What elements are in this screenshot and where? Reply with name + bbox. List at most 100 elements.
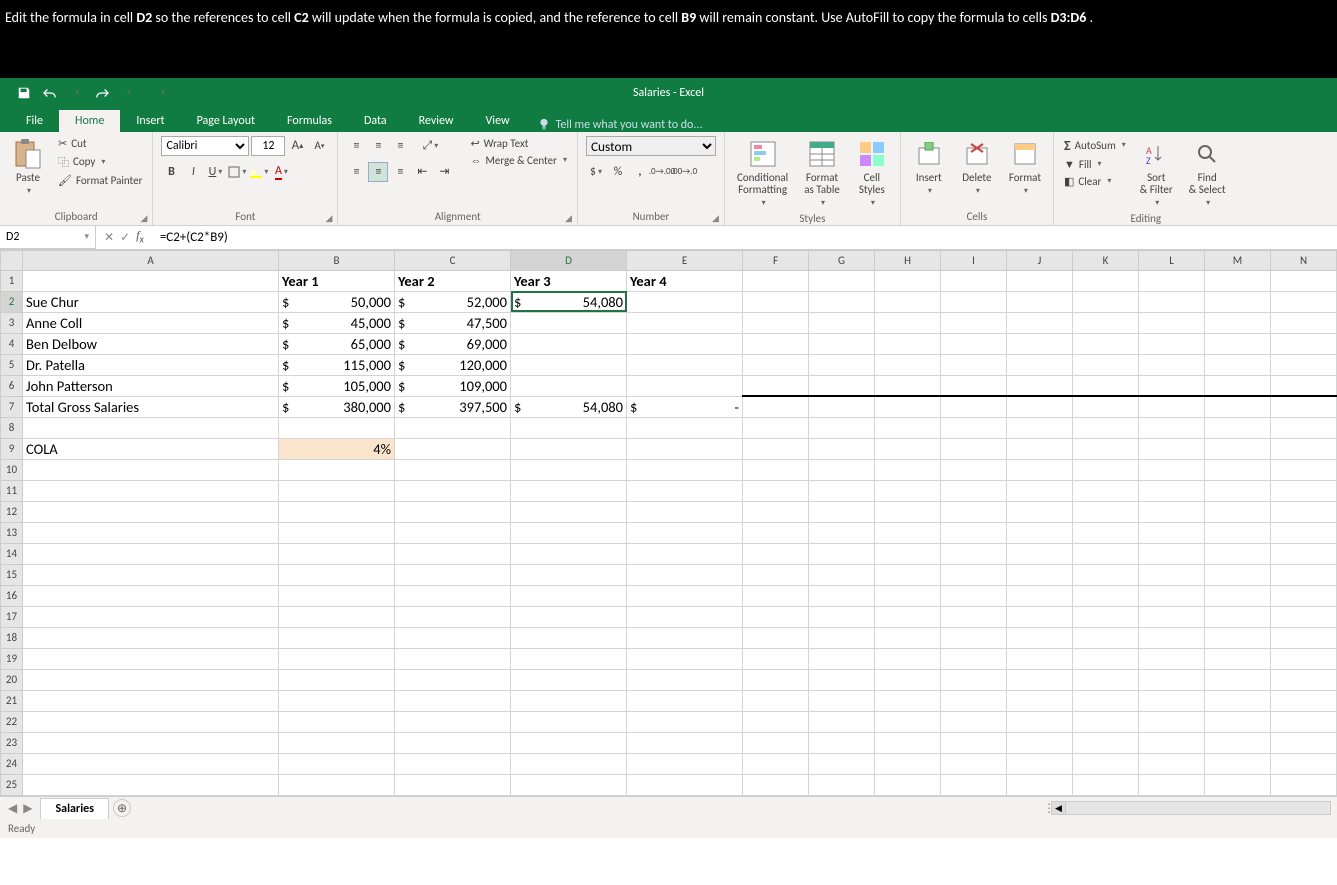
cell-F4[interactable] [743, 333, 809, 354]
cell-N9[interactable] [1271, 438, 1337, 459]
cell-L22[interactable] [1139, 711, 1205, 732]
cell-E7[interactable]: - [627, 396, 743, 417]
cell-E11[interactable] [627, 480, 743, 501]
cell-C21[interactable] [395, 690, 511, 711]
cell-I17[interactable] [941, 606, 1007, 627]
cell-H6[interactable] [875, 375, 941, 396]
cell-M24[interactable] [1205, 753, 1271, 774]
clear-button[interactable]: ◧Clear [1062, 174, 1128, 189]
cell-K19[interactable] [1073, 648, 1139, 669]
cell-D23[interactable] [511, 732, 627, 753]
cell-G13[interactable] [809, 522, 875, 543]
row-header-12[interactable]: 12 [1, 501, 23, 522]
cell-L21[interactable] [1139, 690, 1205, 711]
cell-M12[interactable] [1205, 501, 1271, 522]
cell-M6[interactable] [1205, 375, 1271, 396]
align-bottom-button[interactable]: ≡ [390, 136, 410, 156]
fill-color-button[interactable] [249, 162, 269, 182]
cell-F2[interactable] [743, 291, 809, 312]
cell-A17[interactable] [23, 606, 279, 627]
cell-K24[interactable] [1073, 753, 1139, 774]
row-header-20[interactable]: 20 [1, 669, 23, 690]
cell-A5[interactable]: Dr. Patella [23, 354, 279, 375]
cell-J22[interactable] [1007, 711, 1073, 732]
cell-K11[interactable] [1073, 480, 1139, 501]
cell-J20[interactable] [1007, 669, 1073, 690]
cell-H5[interactable] [875, 354, 941, 375]
cell-F14[interactable] [743, 543, 809, 564]
redo-dropdown[interactable] [118, 83, 138, 103]
tab-formulas[interactable]: Formulas [271, 110, 348, 132]
number-launcher[interactable]: ◢ [712, 213, 722, 223]
cell-A13[interactable] [23, 522, 279, 543]
col-header-B[interactable]: B [279, 250, 395, 270]
cell-L3[interactable] [1139, 312, 1205, 333]
cell-I6[interactable] [941, 375, 1007, 396]
col-header-J[interactable]: J [1007, 250, 1073, 270]
cell-M1[interactable] [1205, 270, 1271, 291]
cell-I14[interactable] [941, 543, 1007, 564]
cell-L10[interactable] [1139, 459, 1205, 480]
cell-M2[interactable] [1205, 291, 1271, 312]
cell-J6[interactable] [1007, 375, 1073, 396]
cell-H9[interactable] [875, 438, 941, 459]
cell-L18[interactable] [1139, 627, 1205, 648]
cell-B9[interactable]: 4% [279, 438, 395, 459]
cell-D2[interactable]: 54,080 [511, 291, 627, 312]
cell-N7[interactable] [1271, 396, 1337, 417]
cell-N16[interactable] [1271, 585, 1337, 606]
cell-B13[interactable] [279, 522, 395, 543]
cell-A15[interactable] [23, 564, 279, 585]
cell-D9[interactable] [511, 438, 627, 459]
increase-indent-button[interactable]: ⇥ [434, 162, 454, 182]
cell-G25[interactable] [809, 774, 875, 795]
cell-H20[interactable] [875, 669, 941, 690]
cell-L2[interactable] [1139, 291, 1205, 312]
delete-cells-button[interactable]: Delete [957, 136, 997, 198]
cell-N21[interactable] [1271, 690, 1337, 711]
cell-E6[interactable] [627, 375, 743, 396]
col-header-G[interactable]: G [809, 250, 875, 270]
cell-E5[interactable] [627, 354, 743, 375]
cell-N5[interactable] [1271, 354, 1337, 375]
cell-L12[interactable] [1139, 501, 1205, 522]
cell-H16[interactable] [875, 585, 941, 606]
cell-I2[interactable] [941, 291, 1007, 312]
row-header-19[interactable]: 19 [1, 648, 23, 669]
cell-I15[interactable] [941, 564, 1007, 585]
cell-E1[interactable]: Year 4 [627, 270, 743, 291]
cell-G24[interactable] [809, 753, 875, 774]
cell-N19[interactable] [1271, 648, 1337, 669]
cell-M20[interactable] [1205, 669, 1271, 690]
cell-G6[interactable] [809, 375, 875, 396]
cell-M9[interactable] [1205, 438, 1271, 459]
cell-K20[interactable] [1073, 669, 1139, 690]
font-name-select[interactable]: Calibri [161, 136, 249, 156]
cell-D15[interactable] [511, 564, 627, 585]
cell-I24[interactable] [941, 753, 1007, 774]
row-header-9[interactable]: 9 [1, 438, 23, 459]
cell-K3[interactable] [1073, 312, 1139, 333]
cell-M17[interactable] [1205, 606, 1271, 627]
cell-B1[interactable]: Year 1 [279, 270, 395, 291]
row-header-21[interactable]: 21 [1, 690, 23, 711]
cell-D13[interactable] [511, 522, 627, 543]
cell-M5[interactable] [1205, 354, 1271, 375]
cell-A9[interactable]: COLA [23, 438, 279, 459]
cell-A19[interactable] [23, 648, 279, 669]
cell-J17[interactable] [1007, 606, 1073, 627]
cell-L6[interactable] [1139, 375, 1205, 396]
cell-E9[interactable] [627, 438, 743, 459]
cell-C13[interactable] [395, 522, 511, 543]
row-header-5[interactable]: 5 [1, 354, 23, 375]
cell-G11[interactable] [809, 480, 875, 501]
cell-J5[interactable] [1007, 354, 1073, 375]
cell-M4[interactable] [1205, 333, 1271, 354]
col-header-D[interactable]: D [511, 250, 627, 270]
cell-C2[interactable]: 52,000 [395, 291, 511, 312]
cell-J1[interactable] [1007, 270, 1073, 291]
cell-J9[interactable] [1007, 438, 1073, 459]
tab-view[interactable]: View [470, 110, 526, 132]
cell-M13[interactable] [1205, 522, 1271, 543]
cell-F19[interactable] [743, 648, 809, 669]
